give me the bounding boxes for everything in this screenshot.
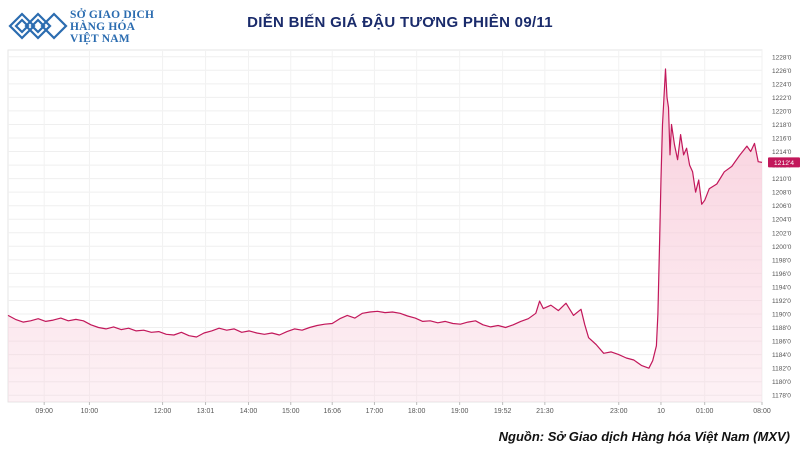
y-tick-label: 1196'0 — [772, 271, 791, 278]
x-tick-label: 19:00 — [451, 408, 469, 415]
x-tick-label: 18:00 — [408, 408, 426, 415]
price-chart: 1178'0 1180'0 1182'0 1184'0 1186'0 1188'0 1190… — [7, 49, 800, 415]
y-tick-label: 1184'0 — [772, 352, 791, 359]
x-tick-label: 17:00 — [366, 408, 384, 415]
chart-title: DIỄN BIẾN GIÁ ĐẬU TƯƠNG PHIÊN 09/11 — [247, 14, 553, 31]
y-tick-label: 1190'0 — [772, 312, 791, 319]
y-tick-label: 1228'0 — [772, 54, 792, 61]
y-tick-label: 1180'0 — [772, 379, 791, 386]
y-tick-label: 1226'0 — [772, 68, 792, 75]
x-tick-label: 19:52 — [494, 408, 512, 415]
x-tick-label: 21:30 — [536, 408, 554, 415]
y-tick-label: 1224'0 — [772, 81, 792, 88]
last-price-badge — [768, 157, 800, 168]
y-tick-label: 1200'0 — [772, 244, 792, 251]
y-tick-label: 1186'0 — [772, 339, 791, 346]
x-tick-label: 16:06 — [323, 408, 341, 415]
brand-emblem-icon — [8, 12, 68, 40]
source-caption: Nguồn: Sở Giao dịch Hàng hóa Việt Nam (M… — [498, 429, 790, 444]
y-tick-label: 1218'0 — [772, 122, 792, 129]
brand-line: SỞ GIAO DỊCH — [70, 9, 155, 21]
x-tick-label: 10:00 — [81, 408, 99, 415]
y-tick-label: 1178'0 — [772, 393, 791, 400]
x-tick-label: 10 — [657, 408, 665, 415]
y-tick-label: 1202'0 — [772, 230, 792, 237]
y-tick-label: 1204'0 — [772, 217, 792, 224]
x-tick-label: 23:00 — [610, 408, 628, 415]
x-tick-label: 09:00 — [35, 408, 53, 415]
x-tick-label: 12:00 — [154, 408, 172, 415]
y-tick-label: 1206'0 — [772, 203, 792, 210]
y-tick-label: 1214'0 — [772, 149, 792, 156]
last-price-label: 1212'4 — [774, 160, 794, 167]
y-tick-label: 1198'0 — [772, 257, 791, 264]
y-tick-label: 1194'0 — [772, 284, 791, 291]
brand-line: HÀNG HÓA — [70, 21, 136, 33]
x-tick-label: 15:00 — [282, 408, 300, 415]
brand-logo: SỞ GIAO DỊCH HÀNG HÓA VIỆT NAM — [8, 6, 198, 46]
y-tick-label: 1220'0 — [772, 108, 792, 115]
brand-line: VIỆT NAM — [70, 33, 130, 45]
y-tick-label: 1182'0 — [772, 366, 791, 373]
y-tick-label: 1208'0 — [772, 190, 792, 197]
y-tick-label: 1192'0 — [772, 298, 791, 305]
y-tick-label: 1222'0 — [772, 95, 792, 102]
brand-name: SỞ GIAO DỊCH HÀNG HÓA VIỆT NAM — [70, 9, 154, 45]
x-tick-label: 14:00 — [240, 408, 258, 415]
price-area-fill — [8, 69, 762, 402]
y-tick-label: 1210'0 — [772, 176, 792, 183]
y-tick-label: 1188'0 — [772, 325, 791, 332]
x-tick-label: 08:00 — [753, 408, 771, 415]
x-tick-label: 01:00 — [696, 408, 714, 415]
price-line — [7, 68, 763, 369]
x-tick-label: 13:01 — [197, 408, 215, 415]
y-tick-label: 1216'0 — [772, 136, 792, 143]
